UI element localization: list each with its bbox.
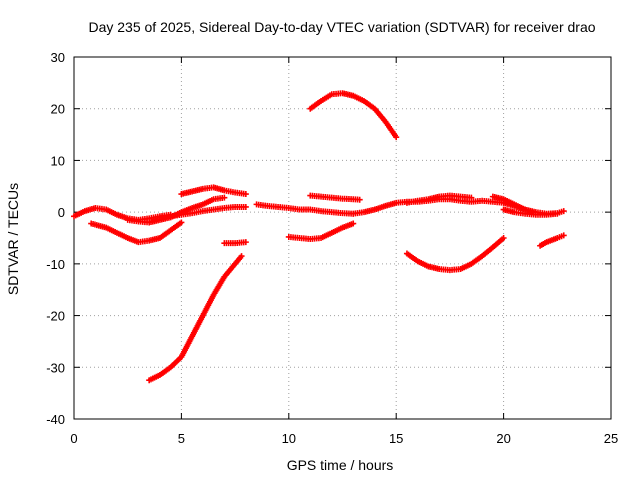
series-arc-5 [178,184,249,198]
plot-frame [73,56,612,420]
series-arc-2 [88,219,185,246]
series-arc-1 [71,205,174,223]
x-tick-label: 10 [282,431,296,446]
data-point [393,134,400,141]
x-tick-label: 20 [496,431,510,446]
x-tick-label: 15 [389,431,403,446]
data-point [242,203,249,210]
data-point [242,239,249,246]
series-arc-9 [285,220,357,243]
data-point [554,210,561,217]
series-arc-8 [253,201,357,217]
series-arc-7 [221,239,249,247]
data-point [468,194,475,201]
x-tick-label: 25 [604,431,618,446]
series-arc-16 [500,206,561,218]
data-points [71,90,567,384]
y-axis-title: SDTVAR / TECUs [5,183,21,295]
series-arc-13 [403,192,475,206]
y-tick-label: -10 [46,257,65,272]
data-point [560,208,567,215]
y-tick-label: 20 [51,102,65,117]
y-tick-label: 0 [58,205,65,220]
data-point [356,196,363,203]
data-point [350,220,357,227]
y-tick-label: -40 [46,412,65,427]
y-tick-label: -20 [46,309,65,324]
data-point [500,235,507,241]
series-arc-17 [537,232,567,249]
data-point [560,232,567,239]
series-arc-14 [403,235,507,274]
y-tick-label: 30 [51,50,65,65]
y-tick-label: 10 [51,153,65,168]
axis-ticks: 0 5 10 15 20 25 -40 -30 -20 -10 0 10 20 30 [46,50,618,446]
x-axis-title: GPS time / hours [287,457,394,473]
x-tick-label: 0 [70,431,77,446]
series-arc-11 [307,90,400,141]
data-point [242,191,249,198]
chart-title: Day 235 of 2025, Sidereal Day-to-day VTE… [88,19,595,35]
series-arc-6 [146,253,245,384]
series-arc-4 [156,203,249,221]
x-tick-label: 5 [178,431,185,446]
data-point [221,194,228,201]
data-point [238,253,245,260]
series-arc-10 [307,192,363,203]
y-tick-label: -30 [46,360,65,375]
data-point [178,219,185,226]
